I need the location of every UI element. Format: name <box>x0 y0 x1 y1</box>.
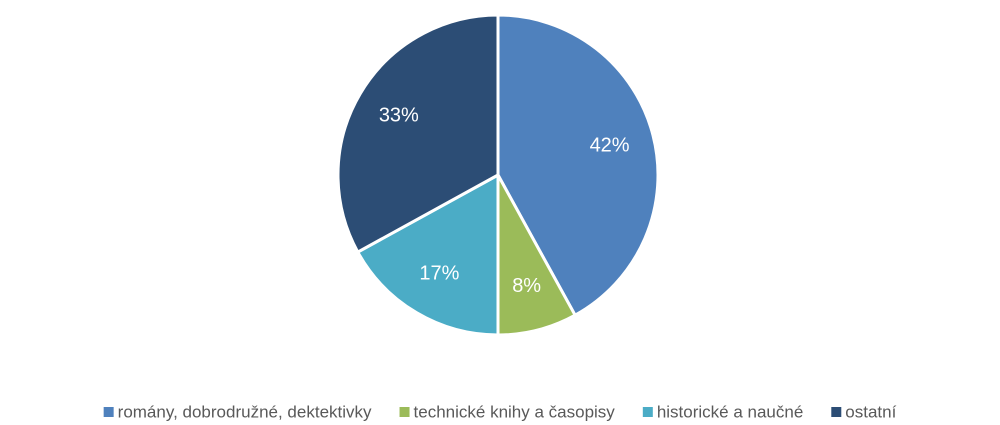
legend-label: romány, dobrodružné, dektektivky <box>118 402 372 421</box>
data-label: 8% <box>512 275 541 297</box>
legend-swatch <box>103 407 114 417</box>
pie-slice <box>355 172 500 337</box>
data-label: 17% <box>419 262 459 284</box>
pie-slice <box>496 13 660 318</box>
data-label: 33% <box>379 105 419 127</box>
legend-label: ostatní <box>845 402 896 421</box>
legend-swatch <box>399 407 410 417</box>
legend-swatch <box>642 407 653 417</box>
pie-slice <box>336 13 500 255</box>
legend-label: historické a naučné <box>657 402 803 421</box>
legend-swatch <box>831 407 842 417</box>
data-label: 42% <box>590 135 630 157</box>
legend-label: technické knihy a časopisy <box>414 402 616 421</box>
